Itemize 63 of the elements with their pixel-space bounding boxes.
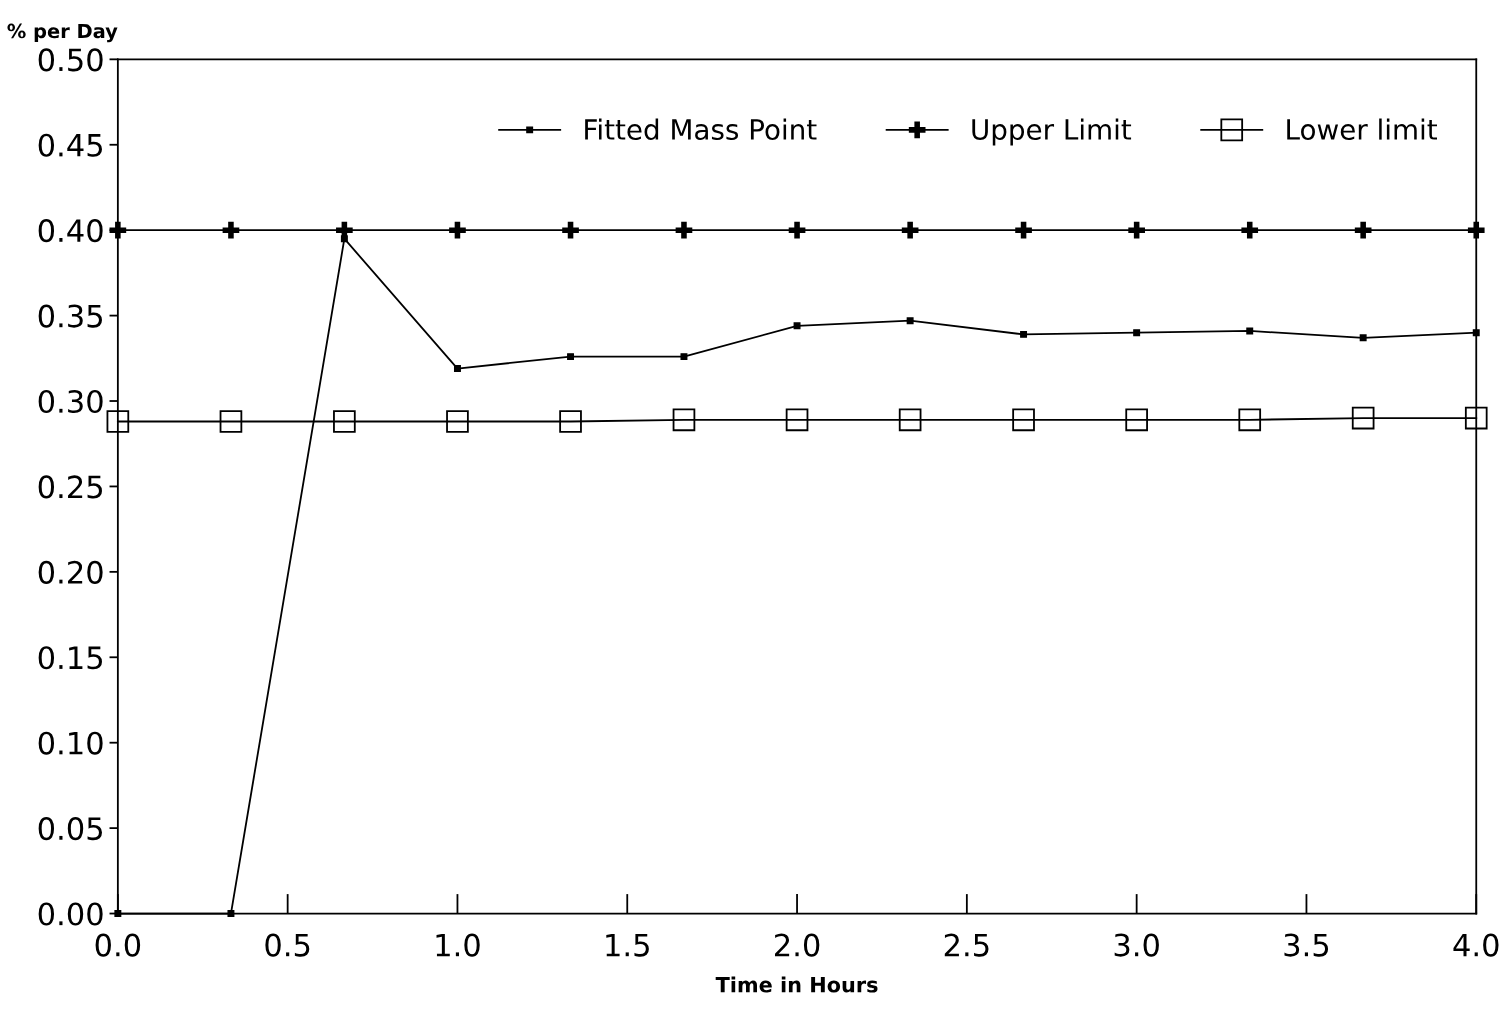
x-tick-label: 4.0 xyxy=(1453,933,1499,957)
point xyxy=(1472,329,1480,337)
y-tick-label: 0.05 xyxy=(38,817,102,841)
point xyxy=(453,365,461,373)
point xyxy=(1241,221,1259,239)
point xyxy=(1464,406,1488,430)
point xyxy=(793,322,801,330)
y-tick-label: 0.30 xyxy=(38,389,103,414)
point xyxy=(562,221,579,239)
y-tick-label: 0.45 xyxy=(38,133,102,157)
point xyxy=(106,410,130,433)
x-tick-label: 0.5 xyxy=(265,933,310,957)
point xyxy=(446,410,469,433)
point xyxy=(449,221,466,239)
point xyxy=(1133,329,1141,337)
y-tick-label: 0.40 xyxy=(38,219,103,243)
legend-label: Fitted Mass Point xyxy=(585,118,817,140)
point xyxy=(1246,327,1254,335)
point xyxy=(1359,334,1367,342)
point xyxy=(1238,408,1262,432)
point xyxy=(901,221,919,239)
point xyxy=(1015,221,1032,239)
point xyxy=(336,221,353,239)
x-tick-label: 3.0 xyxy=(1114,933,1159,957)
x-tick-label: 0.0 xyxy=(95,933,141,957)
x-tick-label: 3.5 xyxy=(1284,933,1329,957)
point xyxy=(906,317,914,325)
point xyxy=(1125,408,1148,432)
y-tick-label: 0.20 xyxy=(38,560,103,584)
x-tick-label: 2.5 xyxy=(944,933,989,957)
point xyxy=(1128,221,1145,239)
point xyxy=(785,408,809,432)
point xyxy=(109,221,127,239)
point xyxy=(114,910,122,918)
point xyxy=(672,408,696,432)
x-tick-label: 2.0 xyxy=(775,933,820,957)
point xyxy=(333,410,356,433)
point xyxy=(788,221,806,239)
point xyxy=(675,221,693,239)
y-axis-title: % per Day xyxy=(7,23,118,43)
x-tick-label: 1.0 xyxy=(436,933,480,957)
y-tick-label: 0.15 xyxy=(38,646,102,670)
y-tick-label: 0.25 xyxy=(38,475,102,499)
point xyxy=(567,353,575,361)
x-axis-title: Time in Hours xyxy=(715,976,878,993)
point xyxy=(222,221,240,239)
point xyxy=(227,910,235,918)
point xyxy=(1020,330,1028,338)
point xyxy=(1354,221,1372,239)
point xyxy=(898,408,922,432)
point xyxy=(559,410,582,433)
y-tick-label: 0.00 xyxy=(38,902,103,926)
legend-label: Upper Limit xyxy=(972,118,1132,146)
point xyxy=(680,353,688,361)
point xyxy=(1012,408,1035,432)
point xyxy=(1467,221,1485,239)
legend-label: Lower limit xyxy=(1287,118,1437,140)
x-tick-label: 1.5 xyxy=(606,933,649,957)
y-tick-label: 0.35 xyxy=(38,304,102,328)
point xyxy=(1351,406,1375,430)
point xyxy=(219,410,243,433)
y-tick-label: 0.50 xyxy=(38,48,103,72)
y-tick-label: 0.10 xyxy=(38,731,103,755)
